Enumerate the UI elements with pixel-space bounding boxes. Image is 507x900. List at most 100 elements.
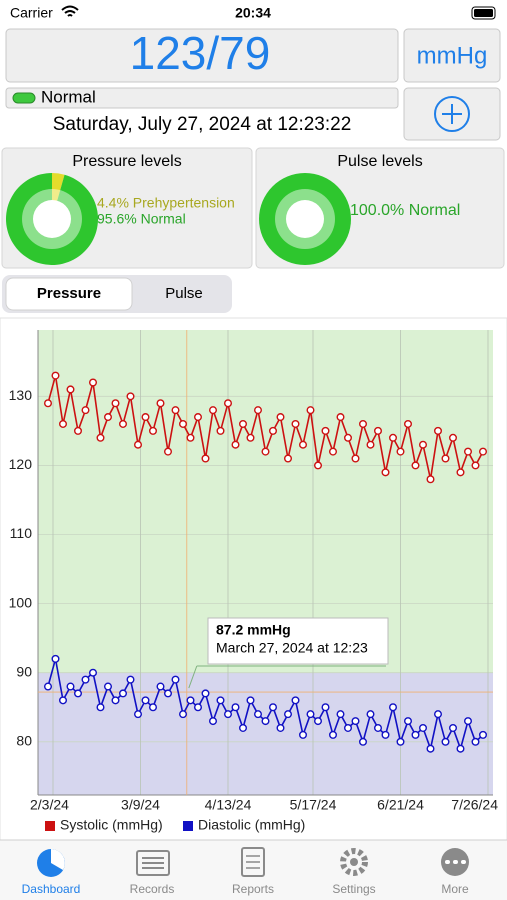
battery-level — [474, 9, 493, 17]
x-tick-label: 2/3/24 — [30, 797, 69, 813]
card-title: Pressure levels — [72, 153, 181, 170]
x-tick-label: 3/9/24 — [121, 797, 160, 813]
data-point — [434, 426, 443, 435]
tab-icon-records[interactable] — [136, 850, 170, 876]
data-point — [216, 696, 225, 705]
data-point — [88, 668, 97, 677]
data-point — [434, 710, 443, 719]
range-band — [38, 330, 493, 673]
data-point — [441, 454, 450, 463]
tab-icon-reports-lines[interactable] — [246, 855, 260, 869]
tab-icon-settings-hub[interactable] — [350, 858, 358, 866]
status-label: Normal — [41, 87, 96, 106]
data-point — [359, 737, 368, 746]
data-point — [329, 730, 338, 739]
data-point — [411, 461, 420, 470]
tab-icon-dashboard-slice[interactable] — [51, 849, 65, 870]
tab-label[interactable]: Records — [130, 882, 175, 896]
data-point — [96, 703, 105, 712]
data-point — [396, 447, 405, 456]
tab-icon-settings[interactable] — [340, 848, 368, 876]
data-point — [471, 461, 480, 470]
unit-button[interactable] — [403, 28, 501, 83]
segment-label[interactable]: Pressure — [37, 285, 101, 302]
data-point — [73, 689, 82, 698]
data-point — [44, 682, 53, 691]
unit-label[interactable]: mmHg — [417, 42, 488, 69]
data-point — [321, 703, 330, 712]
data-point — [269, 426, 278, 435]
donut-hole — [33, 200, 71, 238]
data-point — [441, 737, 450, 746]
data-point — [171, 406, 180, 415]
pie-chart: 100.0% Normal — [259, 173, 460, 265]
data-point — [59, 696, 68, 705]
data-point — [133, 440, 142, 449]
data-point — [223, 710, 232, 719]
data-point — [126, 675, 135, 684]
data-point — [329, 447, 338, 456]
data-point — [73, 426, 82, 435]
tab-label[interactable]: More — [441, 882, 469, 896]
data-point — [374, 426, 383, 435]
pie-label: 95.6% Normal — [97, 211, 186, 227]
tab-icon-records-lines[interactable] — [142, 857, 164, 869]
y-tick-label: 120 — [9, 456, 33, 472]
data-point — [171, 675, 180, 684]
data-point — [231, 440, 240, 449]
data-point — [314, 717, 323, 726]
carrier: Carrier — [10, 5, 53, 21]
data-point — [96, 433, 105, 442]
data-point — [216, 426, 225, 435]
status-indicator — [12, 92, 36, 104]
tab-label[interactable]: Reports — [232, 882, 274, 896]
data-point — [291, 419, 300, 428]
add-icon-plus[interactable] — [442, 104, 462, 124]
data-point — [246, 696, 255, 705]
data-point — [389, 433, 398, 442]
data-point — [306, 710, 315, 719]
data-point — [344, 433, 353, 442]
data-point — [449, 723, 458, 732]
data-point — [186, 433, 195, 442]
data-point — [111, 399, 120, 408]
data-point — [389, 703, 398, 712]
data-point — [163, 689, 172, 698]
data-point — [366, 440, 375, 449]
tab-label[interactable]: Settings — [332, 882, 375, 896]
data-point — [59, 419, 68, 428]
data-point — [479, 447, 488, 456]
segment-label[interactable]: Pulse — [165, 285, 203, 302]
tooltip-value: 87.2 mmHg — [216, 622, 291, 638]
data-point — [456, 744, 465, 753]
data-point — [133, 710, 142, 719]
data-point — [66, 682, 75, 691]
tab-icon-reports[interactable] — [241, 847, 265, 877]
data-point — [51, 371, 60, 380]
reading-datetime: Saturday, July 27, 2024 at 12:23:22 — [53, 114, 352, 135]
data-point — [464, 447, 473, 456]
data-point — [479, 730, 488, 739]
data-point — [186, 696, 195, 705]
data-point — [156, 399, 165, 408]
data-point — [201, 454, 210, 463]
data-point — [314, 461, 323, 470]
x-tick-label: 6/21/24 — [377, 797, 424, 813]
data-point — [381, 468, 390, 477]
data-point — [111, 696, 120, 705]
data-point — [464, 717, 473, 726]
segment-selected[interactable] — [5, 277, 133, 311]
y-tick-label: 130 — [9, 387, 33, 403]
data-point — [141, 696, 150, 705]
data-point — [284, 710, 293, 719]
pie-label: 100.0% Normal — [350, 202, 460, 219]
data-point — [456, 468, 465, 477]
data-point — [246, 433, 255, 442]
data-point — [269, 703, 278, 712]
data-point — [156, 682, 165, 691]
data-point — [88, 378, 97, 387]
tab-label[interactable]: Dashboard — [22, 882, 81, 896]
data-point — [336, 710, 345, 719]
add-icon[interactable] — [434, 96, 470, 132]
data-point — [284, 454, 293, 463]
